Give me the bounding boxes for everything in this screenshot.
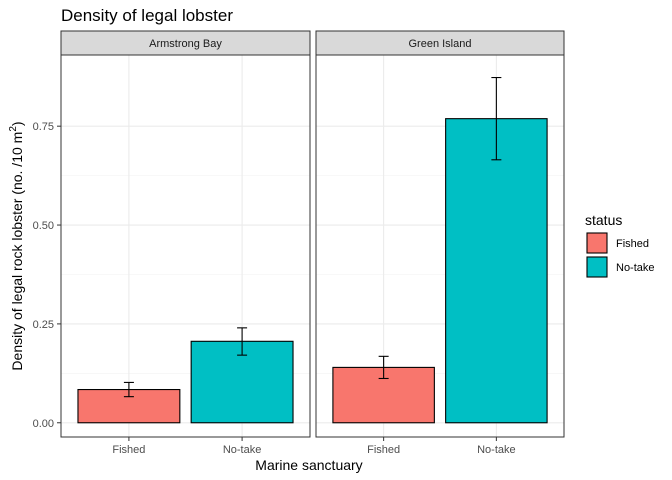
legend: status Fished No-take: [585, 212, 655, 278]
facet-strip-label: Armstrong Bay: [149, 38, 222, 50]
x-tick-label: Fished: [367, 444, 400, 456]
y-tick-label: 0.50: [33, 220, 54, 232]
facet-strip-label: Green Island: [409, 38, 472, 50]
y-tick-label: 0.00: [33, 418, 54, 430]
bar-no-take: [445, 118, 548, 424]
y-axis-title: Density of legal rock lobster (no. /10 m…: [8, 121, 25, 370]
y-axis-title-superscript: 2: [8, 126, 19, 132]
legend-key-no-take: [586, 256, 608, 278]
x-tick-label: No-take: [223, 444, 262, 456]
legend-label: No-take: [616, 262, 655, 274]
legend-label: Fished: [616, 238, 649, 250]
panel-border: [60, 54, 311, 438]
y-tick-label: 0.75: [33, 121, 54, 133]
y-axis-title-close: ): [9, 121, 25, 126]
facet-panel: Green Island Fished No-take: [315, 30, 565, 456]
facet-panel: Armstrong Bay Fished No-take: [60, 30, 311, 456]
legend-key-fished: [586, 232, 608, 254]
chart-title: Density of legal lobster: [61, 6, 233, 25]
bar-no-take: [190, 340, 294, 424]
x-axis-title: Marine sanctuary: [255, 457, 362, 473]
y-axis: 0.00 0.25 0.50 0.75: [33, 121, 61, 430]
x-tick-label: No-take: [477, 444, 516, 456]
panel-border: [315, 54, 565, 438]
y-tick-label: 0.25: [33, 319, 54, 331]
legend-title: status: [585, 212, 622, 228]
facet-panels: Armstrong Bay Fished No-take Green Island Fi…: [60, 30, 565, 456]
facet-strip: [315, 30, 565, 56]
x-tick-label: Fished: [112, 444, 145, 456]
facet-strip: [60, 30, 311, 56]
y-axis-title-main: Density of legal rock lobster (no. /10 m: [9, 132, 25, 371]
